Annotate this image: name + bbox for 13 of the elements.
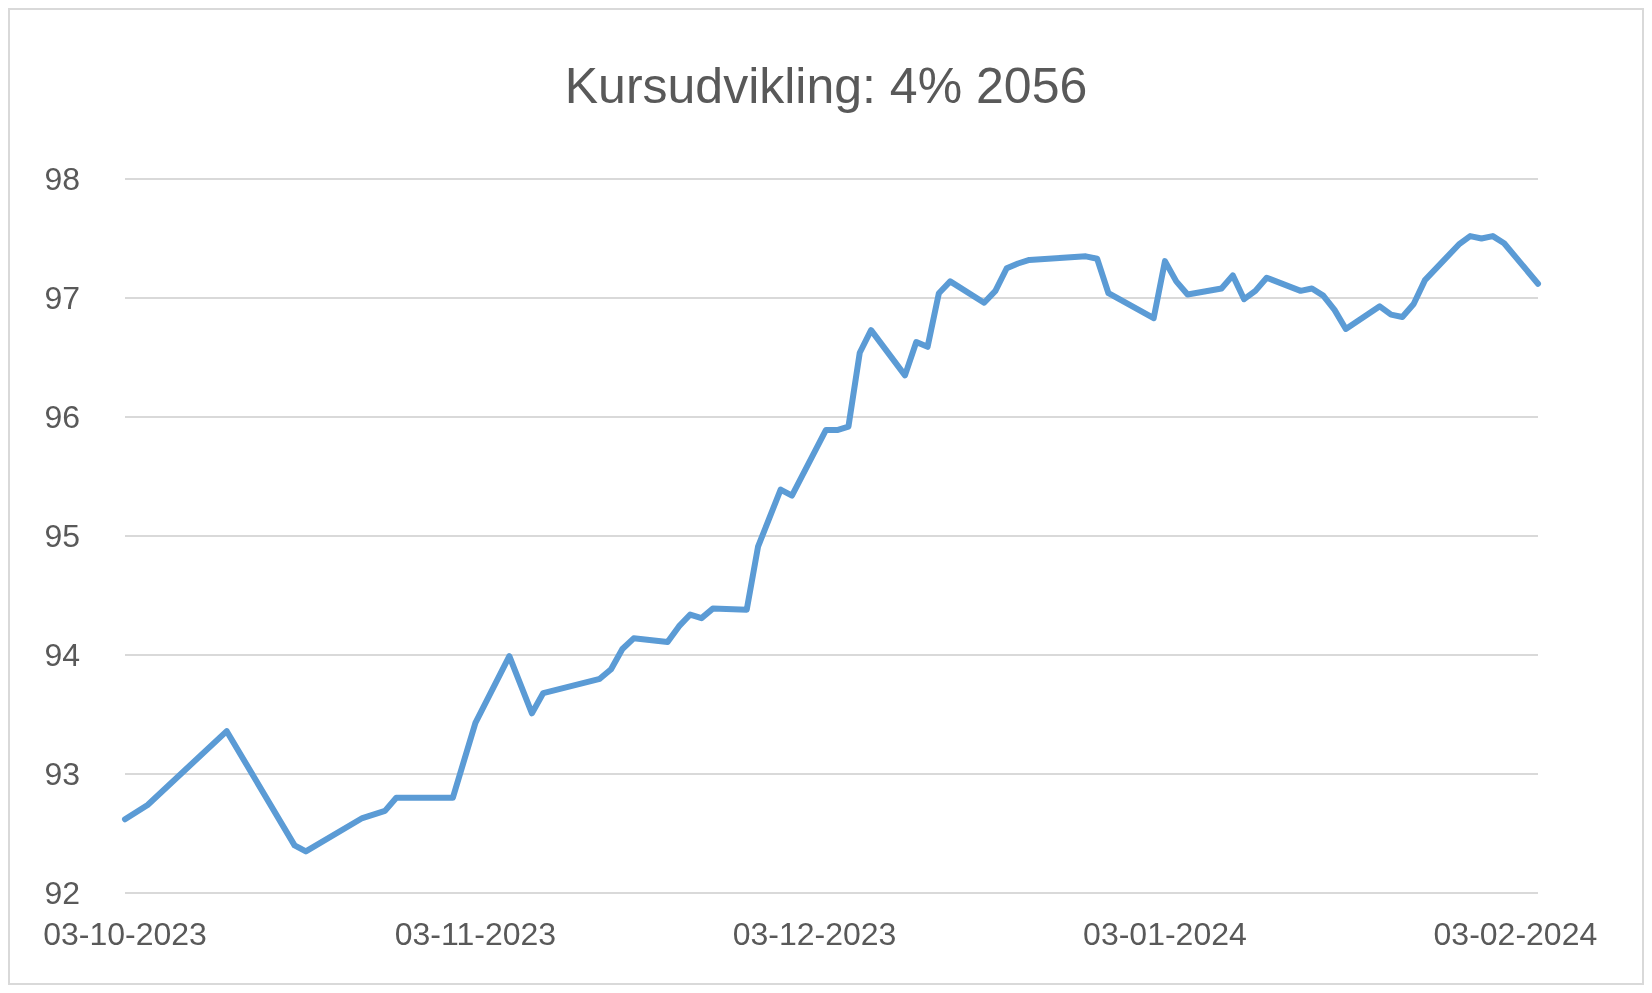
y-tick-label: 95 [44, 518, 80, 555]
y-tick-label: 92 [44, 875, 80, 912]
y-tick-label: 98 [44, 161, 80, 198]
y-tick-label: 93 [44, 756, 80, 793]
y-tick-label: 97 [44, 280, 80, 317]
chart-title: Kursudvikling: 4% 2056 [564, 58, 1088, 114]
x-tick-label: 03-11-2023 [394, 916, 557, 952]
x-tick-label: 03-12-2023 [732, 916, 897, 952]
x-tick-label: 03-02-2024 [1433, 916, 1598, 952]
x-tick-label: 03-10-2023 [43, 916, 207, 952]
y-tick-label: 94 [44, 637, 80, 674]
x-tick-label: 03-01-2024 [1083, 916, 1247, 952]
y-tick-label: 96 [44, 399, 80, 436]
